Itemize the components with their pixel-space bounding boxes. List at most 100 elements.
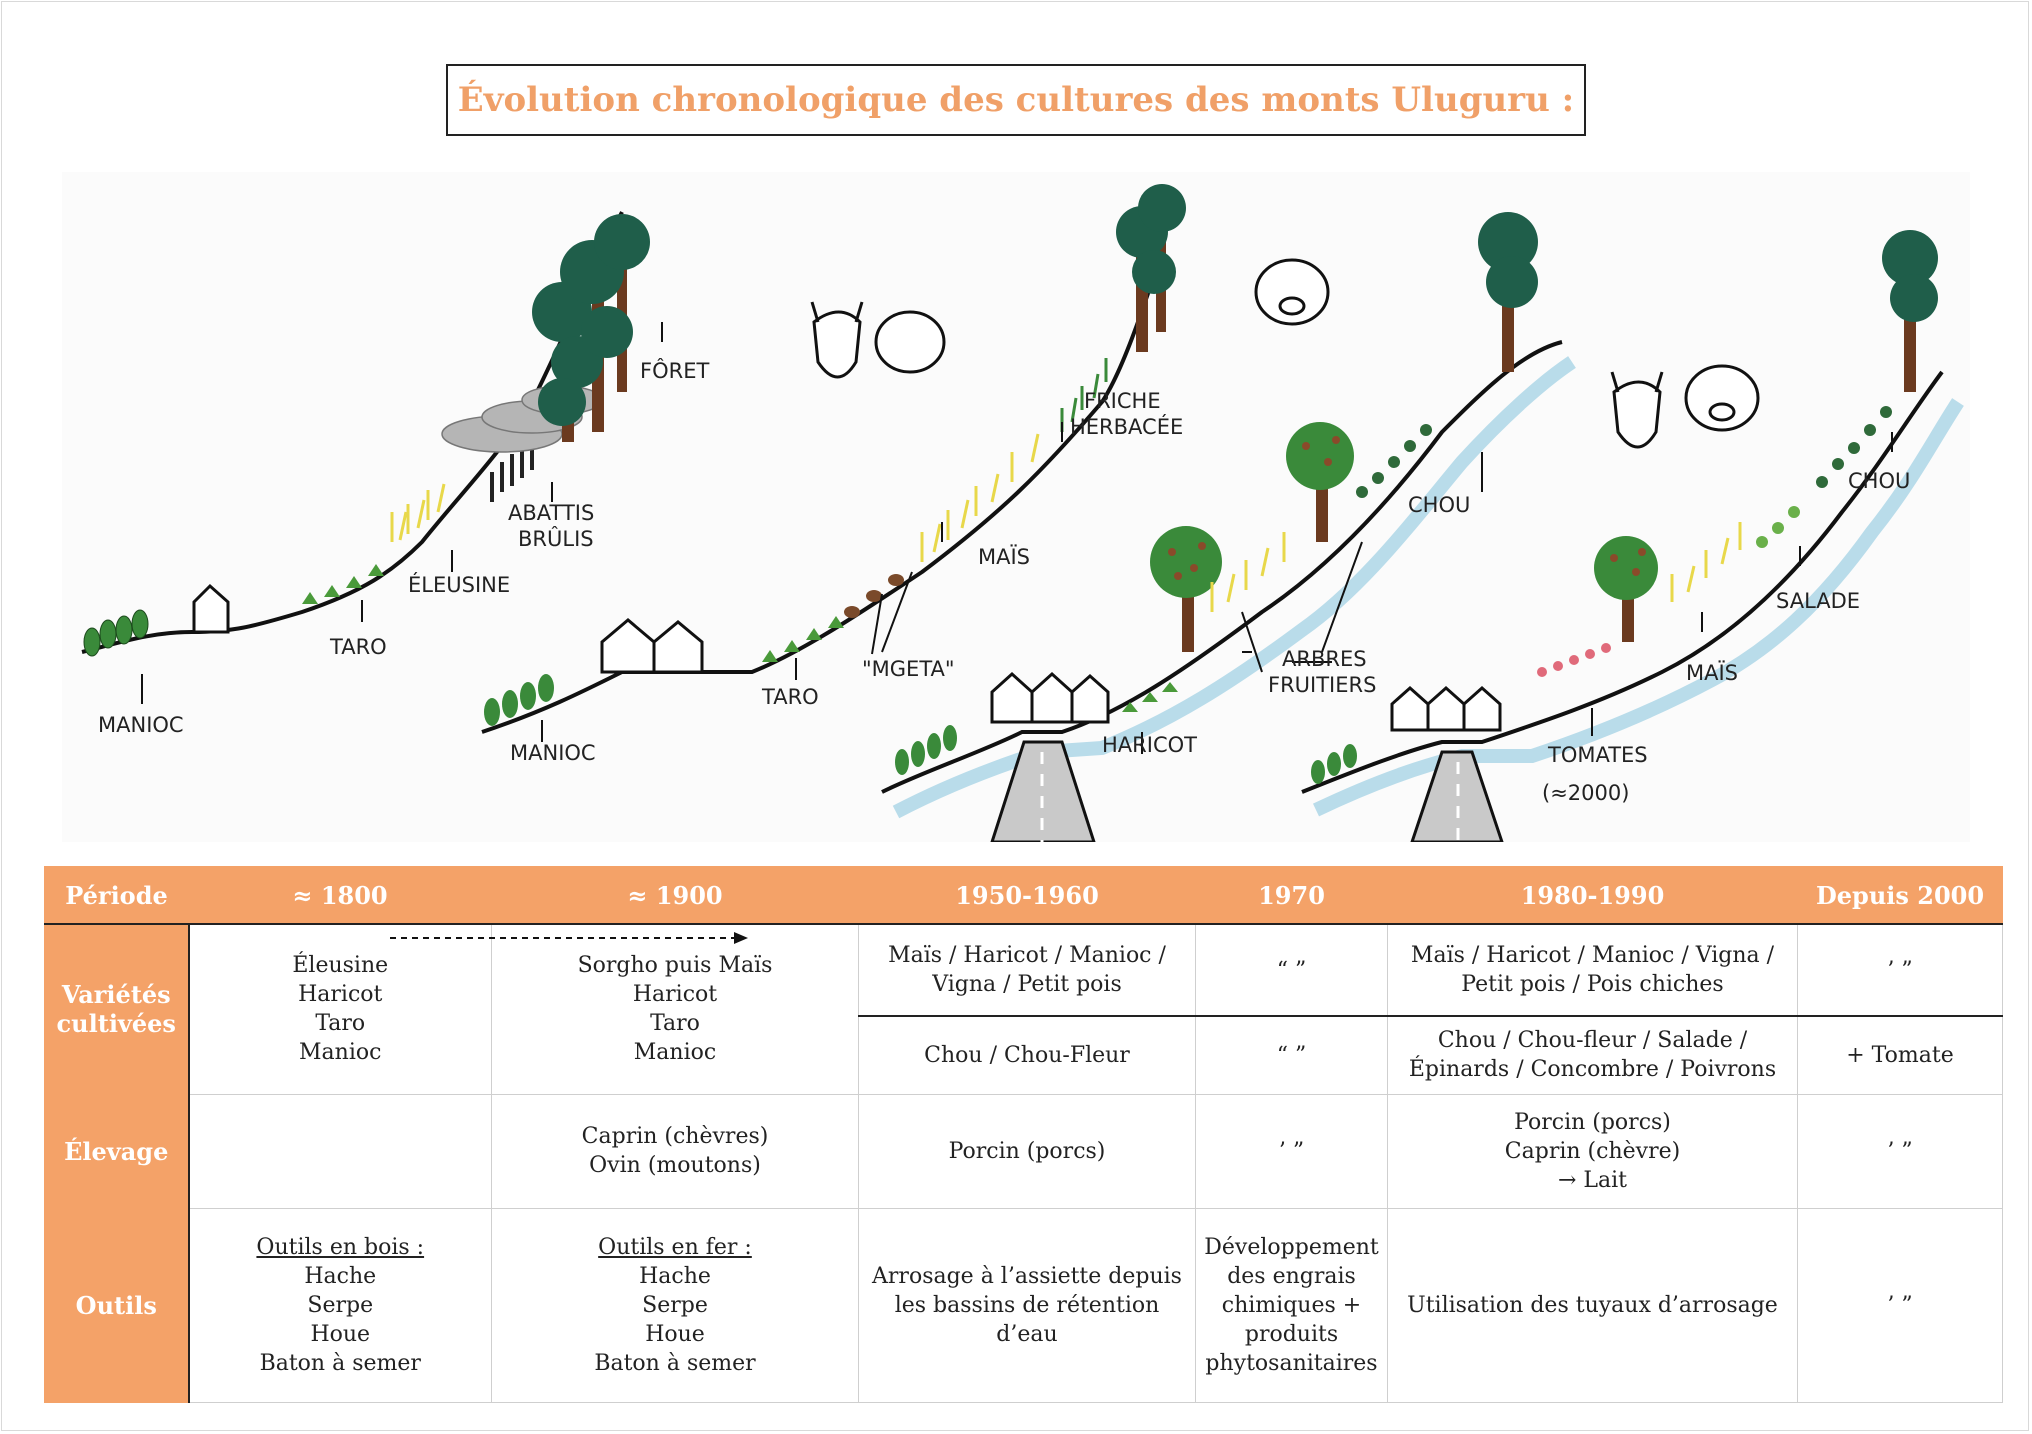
cell-elevage-1800 <box>188 1093 492 1209</box>
table-row-outils: Outils Outils en bois : Hache Serpe Houe… <box>44 1207 2003 1403</box>
header-2000: Depuis 2000 <box>1797 866 2003 925</box>
fruit-tree-icon <box>1594 536 1658 642</box>
road <box>1410 750 1504 842</box>
chou-crops <box>1356 424 1432 498</box>
forest-trees <box>532 214 650 442</box>
label-herbacee-1900: HERBACÉE <box>1070 414 1183 439</box>
label-mais-1980: MAÏS <box>1686 660 1738 685</box>
label-fruitiers-1950: FRUITIERS <box>1268 673 1376 697</box>
cell-outils-1950: Arrosage à l’assiette depuis les bassins… <box>858 1207 1196 1403</box>
row-label-outils: Outils <box>44 1207 190 1403</box>
cell-varietes-1980-top: Maïs / Haricot / Manioc / Vigna / Petit … <box>1387 923 1798 1017</box>
table-header-row: Période ≈ 1800 ≈ 1900 1950-1960 1970 198… <box>44 866 2003 925</box>
table-row-elevage: Élevage Caprin (chèvres) Ovin (moutons) … <box>44 1093 2003 1209</box>
haricot-crops <box>1311 744 1357 784</box>
cell-varietes-1800: Éleusine Haricot Taro Manioc <box>188 923 748 1095</box>
cell-varietes-1980-bottom: Chou / Chou-fleur / Salade / Épinards / … <box>1387 1015 1798 1095</box>
cell-varietes-2000-top: ’ ” <box>1797 923 2003 1017</box>
house-icon <box>1390 685 1502 732</box>
cell-elevage-1950: Porcin (porcs) <box>858 1093 1196 1209</box>
label-haricot-1950: HARICOT <box>1102 733 1197 757</box>
eleusine-crops <box>390 483 446 542</box>
page-title: Évolution chronologique des cultures des… <box>457 80 1575 120</box>
fruit-tree-icon <box>1286 422 1354 542</box>
title-box: Évolution chronologique des cultures des… <box>446 64 1586 136</box>
forest-trees <box>1882 230 1938 392</box>
cell-outils-2000: ’ ” <box>1797 1207 2003 1403</box>
cell-outils-1980: Utilisation des tuyaux d’arrosage <box>1387 1207 1798 1403</box>
label-chou-1950: CHOU <box>1408 493 1470 517</box>
manioc-crops <box>484 674 554 726</box>
taro-crops <box>762 616 844 662</box>
label-eleusine-1800: ÉLEUSINE <box>408 572 510 597</box>
header-1950: 1950-1960 <box>858 866 1196 925</box>
table-row-varietes-bottom: Chou / Chou-Fleur “ ” Chou / Chou-fleur … <box>45 1015 2003 1095</box>
sheep-icon <box>874 310 946 374</box>
taro-crops <box>302 564 384 604</box>
header-1800: ≈ 1800 <box>188 866 492 925</box>
mais-crops <box>1670 522 1742 602</box>
forest-trees <box>1478 212 1538 372</box>
house-icon <box>192 583 230 634</box>
panel-1950: HARICOT ARBRES FRUITIERS CHOU <box>881 212 1576 842</box>
cell-elevage-1970: ’ ” <box>1195 1093 1388 1209</box>
haricot-rows <box>1122 682 1178 712</box>
cell-elevage-1900: Caprin (chèvres) Ovin (moutons) <box>491 1093 859 1209</box>
cell-varietes-1950-top: Maïs / Haricot / Manioc / Vigna / Petit … <box>858 923 1196 1017</box>
label-tomates-1980: TOMATES <box>1547 743 1648 767</box>
mais-crops <box>920 433 1040 562</box>
abattis-stumps <box>490 440 534 502</box>
house-icon <box>990 671 1110 724</box>
house-icon <box>600 618 704 674</box>
panel-1800: MANIOC TARO ÉLEUSINE ABATTIS BRÛLIS FÔRE… <box>81 211 709 737</box>
cell-varietes-1970-top: “ ” <box>1195 923 1388 1017</box>
cell-elevage-2000: ’ ” <box>1797 1093 2003 1209</box>
manioc-crops <box>83 609 149 657</box>
forest-trees <box>1116 184 1186 352</box>
hillside-illustration: MANIOC TARO ÉLEUSINE ABATTIS BRÛLIS FÔRE… <box>62 172 1970 842</box>
road <box>990 740 1096 842</box>
cell-varietes-1950-bottom: Chou / Chou-Fleur <box>858 1015 1196 1095</box>
friche-grass <box>1060 358 1108 432</box>
label-taro-1900: TARO <box>761 685 819 709</box>
salade-crops <box>1756 506 1800 548</box>
label-chou-1980: CHOU <box>1848 469 1910 493</box>
label-abattis-1800: ABATTIS <box>508 501 594 525</box>
label-friche-1900: FRICHE <box>1084 389 1161 413</box>
label-brulis-1800: BRÛLIS <box>518 526 594 551</box>
goat-icon <box>1610 371 1664 449</box>
goat-icon <box>810 301 864 379</box>
label-taro-1800: TARO <box>329 635 387 659</box>
label-foret-1800: FÔRET <box>640 358 709 383</box>
label-mais-1900: MAÏS <box>978 544 1030 569</box>
header-1980: 1980-1990 <box>1387 866 1798 925</box>
chou-crops <box>1816 406 1892 488</box>
cell-elevage-1980: Porcin (porcs) Caprin (chèvre) → Lait <box>1387 1093 1798 1209</box>
mais-crops <box>1210 532 1286 612</box>
pig-icon <box>1684 364 1760 432</box>
mgeta-mounds <box>844 574 904 618</box>
pig-icon <box>1254 258 1330 326</box>
label-manioc-1900: MANIOC <box>510 741 596 765</box>
cell-outils-1800: Outils en bois : Hache Serpe Houe Baton … <box>188 1207 492 1403</box>
summary-table: Période ≈ 1800 ≈ 1900 1950-1960 1970 198… <box>44 866 2003 1403</box>
label-tomates-2000: (≈2000) <box>1542 781 1629 805</box>
header-1900: ≈ 1900 <box>491 866 859 925</box>
row-label-varietes: Variétés cultivées <box>44 923 190 1095</box>
cell-varietes-1900: Sorgho puis Maïs Haricot Taro Manioc <box>491 923 859 1095</box>
cell-varietes-2000-bottom: + Tomate <box>1797 1015 2003 1095</box>
label-manioc-1800: MANIOC <box>98 713 184 737</box>
header-1970: 1970 <box>1195 866 1388 925</box>
cell-outils-1970: Développement des engrais chimiques + pr… <box>1195 1207 1388 1403</box>
panel-1980: TOMATES (≈2000) MAÏS SALADE CHOU <box>1301 230 1964 842</box>
tomato-crops <box>1537 643 1611 677</box>
row-label-elevage: Élevage <box>44 1093 190 1209</box>
label-mgeta-1900: "MGETA" <box>862 657 955 681</box>
dashed-arrow-icon <box>389 932 748 944</box>
cell-varietes-1970-bottom: “ ” <box>1195 1015 1388 1095</box>
cell-outils-1900: Outils en fer : Hache Serpe Houe Baton à… <box>491 1207 859 1403</box>
label-salade-1980: SALADE <box>1776 589 1860 613</box>
haricot-crops <box>895 725 957 775</box>
fruit-tree-icon <box>1150 526 1222 652</box>
